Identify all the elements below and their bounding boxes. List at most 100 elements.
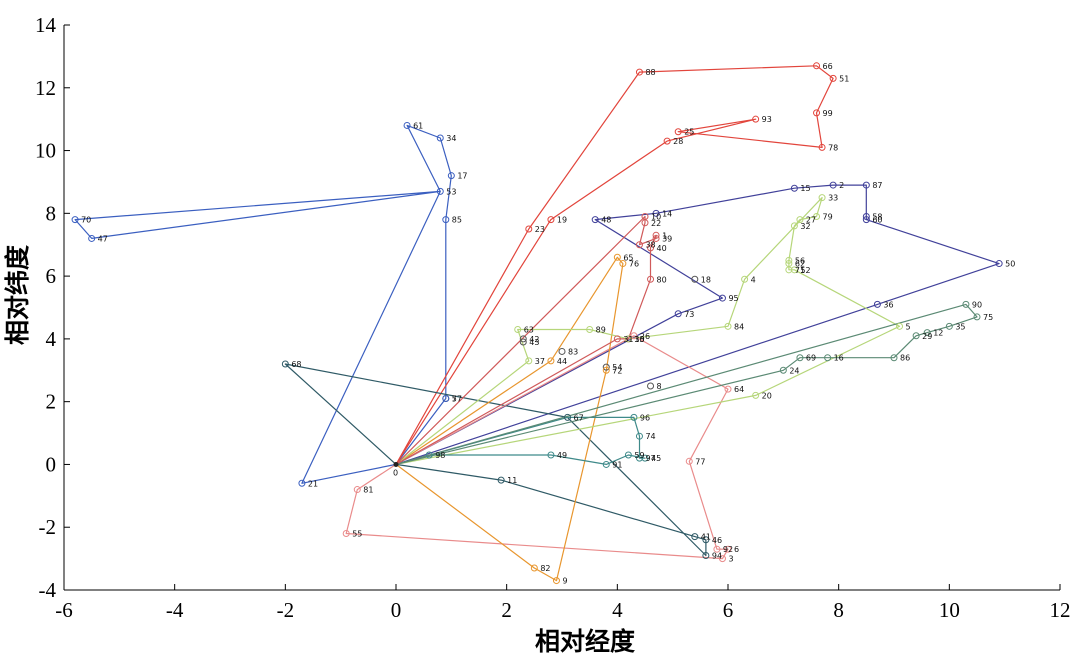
- route-lines: [74, 65, 1000, 582]
- point-marker: [785, 256, 793, 264]
- point-label: 93: [762, 115, 772, 124]
- x-tick-label: 0: [391, 598, 402, 622]
- point-label: 0: [393, 468, 398, 477]
- point-marker: [652, 209, 660, 217]
- point-label: 66: [823, 62, 833, 71]
- point-label: 85: [452, 216, 462, 225]
- point-label: 58: [872, 212, 882, 221]
- point-marker: [713, 545, 721, 553]
- point-label: 81: [363, 486, 373, 495]
- series-line-route-2: [395, 65, 834, 465]
- point-marker: [547, 357, 555, 365]
- point-marker: [525, 225, 533, 233]
- point-marker: [602, 366, 610, 374]
- point-label: 31: [623, 335, 633, 344]
- point-marker: [647, 275, 655, 283]
- point-marker: [752, 391, 760, 399]
- point-marker: [796, 354, 804, 362]
- point-label: 50: [1005, 260, 1015, 269]
- point-label: 77: [695, 457, 705, 466]
- point-marker: [558, 347, 566, 355]
- point-label: 56: [795, 256, 805, 265]
- point-marker: [785, 266, 793, 274]
- point-label: 5: [906, 322, 911, 331]
- point-label: 60: [872, 216, 882, 225]
- point-label: 40: [657, 244, 667, 253]
- point-label: 67: [574, 413, 584, 422]
- point-marker: [547, 216, 555, 224]
- point-label: 37: [535, 357, 545, 366]
- point-label: 65: [623, 253, 633, 262]
- point-label: 18: [701, 275, 711, 284]
- point-label: 24: [789, 366, 799, 375]
- point-marker: [741, 275, 749, 283]
- point-label: 26: [640, 332, 650, 341]
- y-tick-label: 8: [46, 201, 57, 225]
- point-marker: [813, 109, 821, 117]
- series-line-route-6: [395, 256, 624, 582]
- point-marker: [342, 530, 350, 537]
- series-line-route-7: [395, 197, 901, 465]
- point-label: 95: [728, 294, 738, 303]
- point-label: 15: [800, 184, 810, 193]
- point-marker: [281, 360, 289, 368]
- point-marker: [641, 219, 649, 227]
- point-marker: [973, 313, 981, 321]
- point-label: 89: [596, 325, 606, 334]
- point-label: 21: [308, 479, 318, 488]
- point-label: 62: [795, 260, 805, 269]
- point-label: 76: [629, 260, 639, 269]
- point-marker: [724, 322, 732, 330]
- point-label: 25: [684, 128, 694, 137]
- point-marker: [635, 432, 643, 440]
- y-tick-label: 2: [46, 390, 57, 414]
- point-marker: [564, 413, 572, 421]
- point-marker: [635, 454, 643, 462]
- point-label: 75: [983, 313, 993, 322]
- point-labels: 0123456789101112131415161718192021222324…: [81, 62, 1015, 586]
- point-label: 2: [839, 181, 844, 190]
- point-label: 48: [601, 216, 611, 225]
- x-tick-label: -6: [55, 598, 73, 622]
- point-label: 87: [872, 181, 882, 190]
- point-label: 45: [651, 454, 661, 463]
- point-label: 20: [762, 391, 772, 400]
- x-tick-label: 6: [723, 598, 734, 622]
- point-label: 70: [81, 216, 91, 225]
- point-label: 41: [701, 533, 711, 542]
- point-label: 63: [524, 325, 534, 334]
- point-marker: [790, 184, 798, 192]
- point-label: 29: [922, 332, 932, 341]
- point-marker: [647, 382, 655, 390]
- point-marker: [824, 354, 832, 362]
- series-line-route-4: [284, 363, 707, 557]
- point-label: 54: [612, 363, 622, 372]
- point-marker: [702, 551, 710, 559]
- point-label: 71: [795, 266, 805, 275]
- y-tick-label: 0: [46, 452, 57, 476]
- depot-marker: [393, 461, 399, 467]
- point-marker: [613, 335, 621, 343]
- point-marker: [425, 451, 433, 459]
- point-label: 55: [352, 530, 362, 539]
- series-line-route-3: [395, 184, 1000, 465]
- point-label: 98: [435, 451, 445, 460]
- point-marker: [71, 216, 79, 224]
- point-label: 64: [734, 385, 744, 394]
- y-tick-label: 14: [35, 13, 57, 37]
- point-marker: [552, 577, 560, 585]
- point-marker: [525, 357, 533, 365]
- y-tick-label: 4: [46, 327, 57, 351]
- y-tick-label: -2: [39, 515, 57, 539]
- point-marker: [635, 68, 643, 76]
- point-marker: [619, 260, 627, 268]
- point-label: 82: [540, 564, 550, 573]
- point-marker: [442, 395, 450, 403]
- point-marker: [514, 325, 522, 333]
- point-label: 9: [562, 577, 567, 586]
- point-marker: [779, 366, 787, 374]
- point-label: 59: [634, 451, 644, 460]
- point-label: 96: [640, 413, 650, 422]
- point-label: 11: [507, 476, 517, 485]
